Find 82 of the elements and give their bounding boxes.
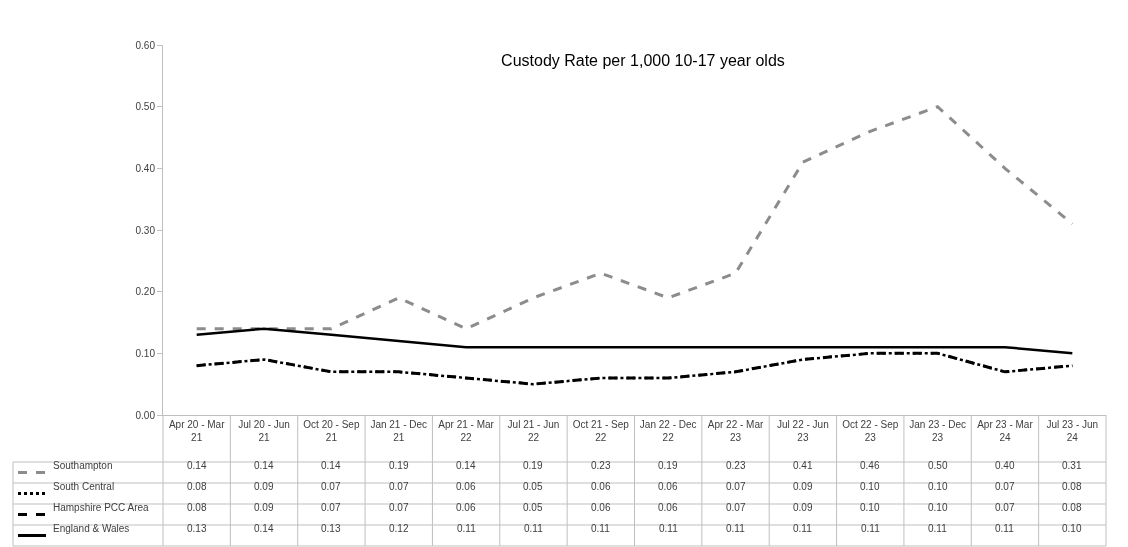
x-tick-label: Jul 22 - Jun 23 <box>777 419 829 443</box>
data-label: 0.10 <box>860 502 880 513</box>
data-label: 0.06 <box>591 502 611 513</box>
data-label: 0.07 <box>321 502 341 513</box>
x-tick-label: Apr 20 - Mar 21 <box>168 419 226 443</box>
y-tick-label: 0.30 <box>135 224 156 236</box>
data-label: 0.11 <box>659 523 679 534</box>
data-label: 0.14 <box>456 460 476 471</box>
data-label: 0.07 <box>389 481 409 492</box>
data-label: 0.05 <box>523 502 543 513</box>
data-label: 0.10 <box>928 502 948 513</box>
data-label: 0.11 <box>457 523 477 534</box>
data-label: 0.07 <box>726 502 746 513</box>
data-label: 0.10 <box>860 481 880 492</box>
data-label: 0.07 <box>995 502 1015 513</box>
data-label: 0.12 <box>389 523 409 534</box>
data-label: 0.11 <box>995 523 1015 534</box>
x-tick-label: Jan 21 - Dec 21 <box>370 419 428 443</box>
data-label: 0.06 <box>591 481 611 492</box>
x-tick-label: Jul 23 - Jun 24 <box>1046 419 1099 443</box>
x-tick-label: Jan 22 - Dec 22 <box>639 419 697 443</box>
x-tick-label: Apr 21 - Mar 22 <box>438 419 495 443</box>
y-tick-label: 0.40 <box>135 162 156 174</box>
data-label: 0.06 <box>456 481 476 492</box>
data-label: 0.07 <box>726 481 746 492</box>
data-label: 0.40 <box>995 460 1015 471</box>
data-label: 0.13 <box>187 523 207 534</box>
data-label: 0.23 <box>726 460 746 471</box>
x-tick-label: Oct 20 - Sep 21 <box>303 419 360 443</box>
y-tick-label: 0.20 <box>135 286 156 298</box>
data-label: 0.11 <box>928 523 948 534</box>
data-label: 0.14 <box>254 523 274 534</box>
data-label: 0.14 <box>254 460 274 471</box>
y-tick-label: 0.50 <box>135 101 156 113</box>
data-label: 0.08 <box>187 481 207 492</box>
data-label: 0.46 <box>860 460 880 471</box>
data-label: 0.09 <box>793 502 813 513</box>
data-label: 0.06 <box>658 502 678 513</box>
data-label: 0.50 <box>928 460 948 471</box>
data-label: 0.19 <box>658 460 678 471</box>
data-label: 0.07 <box>321 481 341 492</box>
data-label: 0.11 <box>591 523 611 534</box>
data-label: 0.11 <box>524 523 544 534</box>
data-label: 0.41 <box>793 460 813 471</box>
legend-label: Southampton <box>53 460 113 471</box>
data-label: 0.06 <box>658 481 678 492</box>
data-label: 0.09 <box>254 481 274 492</box>
y-tick-label: 0.10 <box>135 347 156 359</box>
x-tick-label: Jul 21 - Jun 22 <box>507 419 560 443</box>
legend-label: England & Wales <box>53 523 130 534</box>
data-label: 0.11 <box>793 523 813 534</box>
chart-title: Custody Rate per 1,000 10-17 year olds <box>501 52 785 70</box>
x-tick-label: Jan 23 - Dec 23 <box>909 419 966 443</box>
data-label: 0.11 <box>726 523 746 534</box>
data-label: 0.19 <box>389 460 409 471</box>
data-label: 0.06 <box>456 502 476 513</box>
data-label: 0.07 <box>995 481 1015 492</box>
data-label: 0.05 <box>523 481 543 492</box>
x-tick-label: Oct 22 - Sep 23 <box>842 419 899 443</box>
data-label: 0.09 <box>793 481 813 492</box>
data-label: 0.23 <box>591 460 611 471</box>
data-label: 0.11 <box>861 523 881 534</box>
x-tick-label: Jul 20 - Jun 21 <box>238 419 290 443</box>
legend-label: Hampshire PCC Area <box>53 502 150 513</box>
data-label: 0.10 <box>1062 523 1082 534</box>
data-label: 0.31 <box>1062 460 1082 471</box>
data-label: 0.14 <box>187 460 207 471</box>
y-tick-label: 0.00 <box>135 409 156 421</box>
data-label: 0.19 <box>523 460 543 471</box>
x-tick-label: Apr 23 - Mar 24 <box>977 419 1034 443</box>
data-label: 0.08 <box>1062 481 1082 492</box>
data-label: 0.08 <box>187 502 207 513</box>
data-label: 0.09 <box>254 502 274 513</box>
data-label: 0.07 <box>389 502 409 513</box>
data-label: 0.13 <box>321 523 341 534</box>
data-label: 0.08 <box>1062 502 1082 513</box>
legend-label: South Central <box>53 481 115 492</box>
x-tick-label: Apr 22 - Mar 23 <box>707 419 764 443</box>
y-tick-label: 0.60 <box>135 39 156 51</box>
data-label: 0.10 <box>928 481 948 492</box>
x-tick-label: Oct 21 - Sep 22 <box>572 419 630 443</box>
data-label: 0.14 <box>321 460 341 471</box>
